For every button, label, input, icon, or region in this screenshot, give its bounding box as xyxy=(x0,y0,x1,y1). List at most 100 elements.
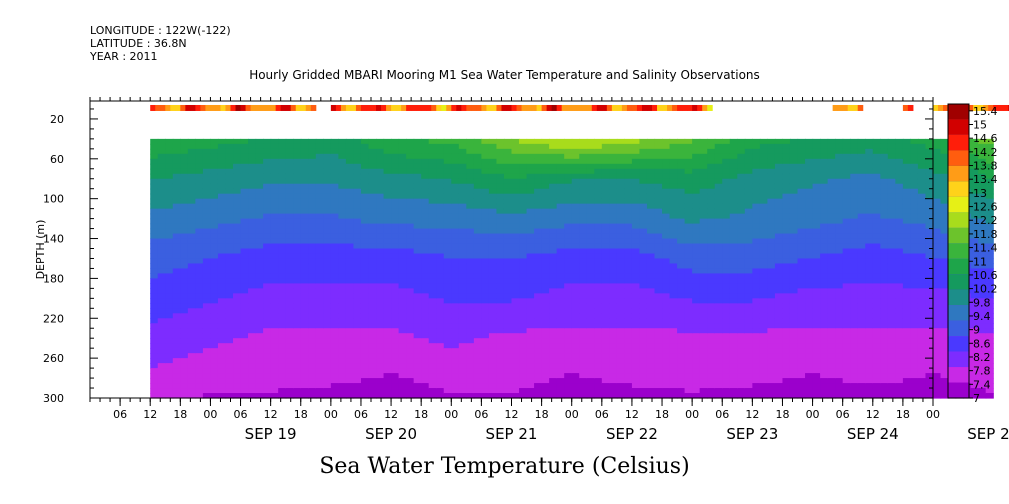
heatmap-cell xyxy=(631,278,641,284)
heatmap-cell xyxy=(699,343,708,349)
heatmap-cell xyxy=(270,278,279,284)
heatmap-cell xyxy=(571,178,580,185)
heatmap-cell xyxy=(752,298,761,304)
heatmap-cell xyxy=(812,188,821,195)
heatmap-cell xyxy=(654,153,663,160)
heatmap-cell xyxy=(413,293,422,299)
heatmap-cell xyxy=(789,223,799,230)
heatmap-cell xyxy=(744,168,753,175)
heatmap-cell xyxy=(601,223,610,230)
heatmap-cell xyxy=(774,198,784,205)
heatmap-cell xyxy=(835,163,844,170)
heatmap-cell xyxy=(473,168,482,175)
heatmap-cell xyxy=(556,333,565,339)
heatmap-cell xyxy=(165,388,174,394)
heatmap-cell xyxy=(488,218,498,225)
heatmap-cell xyxy=(398,168,407,175)
heatmap-cell xyxy=(458,333,467,339)
heatmap-cell xyxy=(255,333,264,339)
heatmap-cell xyxy=(714,253,723,260)
heatmap-cell xyxy=(774,233,784,240)
heatmap-cell xyxy=(662,143,671,150)
heatmap-cell xyxy=(293,243,302,250)
heatmap-cell xyxy=(579,163,588,170)
heatmap-cell xyxy=(774,283,784,289)
heatmap-cell xyxy=(330,188,339,195)
heatmap-cell xyxy=(225,218,234,225)
heatmap-cell xyxy=(345,368,355,374)
heatmap-cell xyxy=(797,183,806,190)
heatmap-cell xyxy=(353,333,362,339)
heatmap-cell xyxy=(835,363,844,369)
heatmap-cell xyxy=(383,248,392,255)
heatmap-cell xyxy=(458,238,467,245)
heatmap-cell xyxy=(511,393,520,399)
heatmap-cell xyxy=(376,353,385,359)
heatmap-cell xyxy=(233,333,242,339)
heatmap-cell xyxy=(511,168,520,175)
heatmap-cell xyxy=(774,158,784,165)
heatmap-cell xyxy=(692,333,701,339)
heatmap-cell xyxy=(383,233,392,240)
heatmap-cell xyxy=(150,308,159,314)
heatmap-cell xyxy=(616,358,626,364)
heatmap-cell xyxy=(270,313,279,319)
heatmap-cell xyxy=(797,198,806,205)
heatmap-cell xyxy=(496,348,505,354)
heatmap-cell xyxy=(473,343,482,349)
heatmap-cell xyxy=(631,273,641,279)
heatmap-cell xyxy=(398,388,407,394)
heatmap-cell xyxy=(556,323,565,329)
heatmap-cell xyxy=(669,233,678,240)
heatmap-cell xyxy=(827,303,836,309)
heatmap-cell xyxy=(820,178,829,185)
heatmap-cell xyxy=(549,223,558,230)
heatmap-cell xyxy=(360,233,370,240)
heatmap-cell xyxy=(827,238,836,245)
heatmap-cell xyxy=(458,268,467,275)
heatmap-cell xyxy=(692,203,701,210)
heatmap-cell xyxy=(165,308,174,314)
heatmap-cell xyxy=(353,223,362,230)
heatmap-cell xyxy=(692,298,701,304)
heatmap-cell xyxy=(511,178,520,185)
heatmap-cell xyxy=(345,233,355,240)
heatmap-cell xyxy=(744,353,753,359)
heatmap-cell xyxy=(729,293,738,299)
heatmap-cell xyxy=(609,308,618,314)
heatmap-cell xyxy=(360,268,370,275)
heatmap-cell xyxy=(857,268,866,275)
heatmap-cell xyxy=(263,223,272,230)
heatmap-cell xyxy=(330,193,339,200)
heatmap-cell xyxy=(759,388,769,394)
heatmap-cell xyxy=(729,158,738,165)
heatmap-cell xyxy=(774,183,784,190)
heatmap-cell xyxy=(744,188,753,195)
heatmap-cell xyxy=(722,348,731,354)
heatmap-cell xyxy=(308,298,317,304)
heatmap-cell xyxy=(624,308,633,314)
heatmap-cell xyxy=(270,213,279,220)
heatmap-cell xyxy=(594,253,603,260)
heatmap-cell xyxy=(466,348,475,354)
heatmap-cell xyxy=(202,193,212,200)
heatmap-cell xyxy=(172,368,181,374)
heatmap-cell xyxy=(820,138,829,145)
heatmap-cell xyxy=(338,158,347,165)
heatmap-cell xyxy=(744,243,753,250)
heatmap-cell xyxy=(428,143,437,150)
heatmap-cell xyxy=(263,328,272,334)
heatmap-cell xyxy=(526,353,535,359)
heatmap-cell xyxy=(323,248,332,255)
heatmap-cell xyxy=(684,218,693,225)
heatmap-cell xyxy=(744,323,753,329)
heatmap-cell xyxy=(338,318,347,324)
heatmap-cell xyxy=(609,248,618,255)
heatmap-cell xyxy=(398,393,407,399)
heatmap-cell xyxy=(752,368,761,374)
heatmap-cell xyxy=(774,203,784,210)
heatmap-cell xyxy=(601,268,610,275)
heatmap-cell xyxy=(376,283,385,289)
heatmap-cell xyxy=(624,263,633,270)
heatmap-cell xyxy=(406,378,415,384)
